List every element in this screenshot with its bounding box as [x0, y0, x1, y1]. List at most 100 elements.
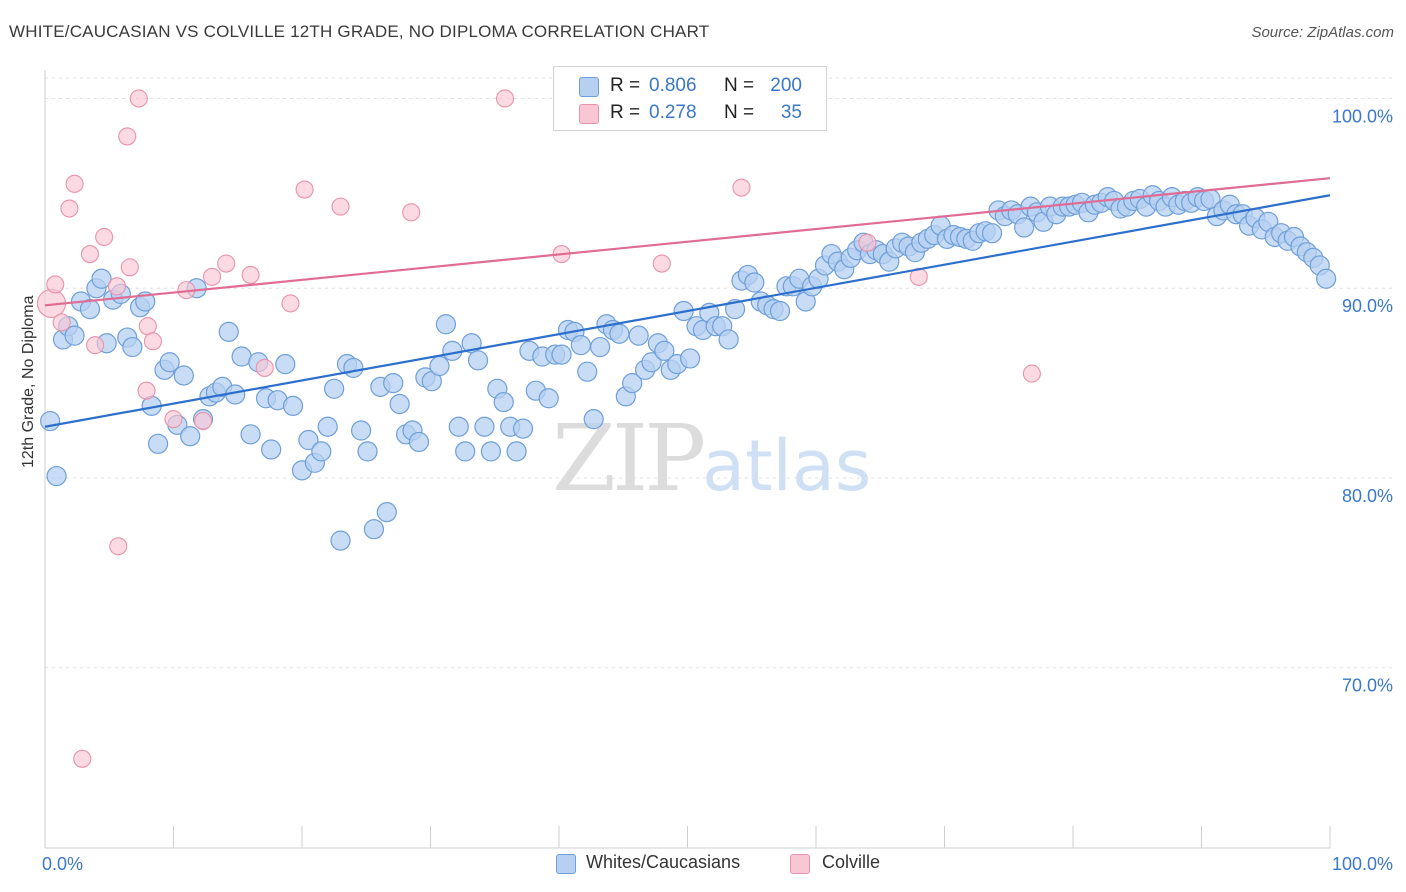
point-colville	[109, 537, 128, 556]
y-tick-label: 70.0%	[1342, 676, 1393, 696]
bottom-legend-label: Whites/Caucasians	[586, 852, 741, 872]
tick-labels: 70.0% 80.0% 90.0% 100.0% 0.0% 100.0%	[42, 106, 1393, 874]
point-colville	[495, 89, 515, 108]
point-colville	[137, 381, 156, 400]
point-colville	[138, 317, 157, 336]
point-colville	[295, 180, 314, 199]
bottom-legend-label: Colville	[822, 852, 881, 872]
point-whites	[324, 378, 345, 399]
point-colville	[86, 336, 105, 355]
point-whites	[343, 357, 364, 379]
point-colville	[46, 275, 65, 294]
y-tick-label: 90.0%	[1342, 296, 1393, 316]
point-whites	[583, 409, 604, 430]
point-whites	[628, 325, 649, 346]
watermark-zip: ZIP	[552, 405, 706, 512]
legend-r-value: 0.278	[649, 102, 697, 123]
point-whites	[240, 424, 261, 445]
point-colville	[52, 313, 71, 332]
point-whites	[351, 420, 372, 441]
point-whites	[330, 530, 351, 551]
point-colville	[194, 411, 213, 431]
point-whites	[981, 223, 1003, 244]
point-colville	[255, 358, 274, 377]
point-whites	[480, 441, 501, 462]
point-whites	[408, 431, 430, 453]
point-colville	[73, 749, 92, 768]
point-whites	[261, 439, 282, 460]
point-whites	[383, 372, 404, 394]
point-colville	[107, 277, 127, 296]
point-colville	[60, 199, 79, 218]
point-colville	[143, 332, 162, 351]
trend-lines	[44, 177, 1331, 428]
point-whites	[231, 346, 252, 367]
y-axis-label: 12th Grade, No Diploma	[20, 295, 37, 468]
chart-title: WHITE/CAUCASIAN VS COLVILLE 12TH GRADE, …	[9, 22, 710, 41]
point-colville	[732, 178, 751, 197]
point-colville	[331, 197, 350, 216]
point-whites	[679, 348, 701, 369]
point-whites	[357, 441, 378, 462]
point-colville	[281, 294, 300, 313]
y-tick-label: 100.0%	[1332, 106, 1393, 126]
point-whites	[641, 352, 662, 373]
point-whites	[173, 365, 194, 386]
point-whites	[744, 272, 765, 293]
point-whites	[159, 352, 180, 373]
point-colville	[858, 233, 877, 252]
point-whites	[1316, 268, 1337, 289]
point-whites	[147, 433, 169, 454]
point-whites	[455, 441, 476, 462]
point-whites	[91, 268, 112, 289]
point-whites	[538, 388, 559, 409]
legend-r-value: 0.806	[649, 75, 697, 96]
point-whites	[718, 329, 739, 350]
point-whites	[79, 298, 101, 320]
point-colville	[120, 258, 139, 277]
gridlines	[45, 77, 1392, 669]
point-whites	[40, 410, 61, 432]
legend-n-label: N =	[724, 75, 755, 96]
point-whites	[282, 395, 304, 416]
point-whites	[64, 325, 85, 346]
point-whites	[609, 323, 630, 344]
watermark-atlas: atlas	[702, 425, 872, 507]
point-colville	[652, 254, 671, 273]
point-whites	[298, 429, 319, 451]
point-whites	[363, 519, 385, 540]
x-tick-label: 0.0%	[42, 854, 83, 874]
point-whites	[506, 441, 527, 462]
y-tick-label: 80.0%	[1342, 486, 1393, 506]
point-whites	[493, 391, 514, 413]
watermark: ZIPatlas	[552, 405, 871, 512]
point-whites	[474, 416, 495, 437]
correlation-legend: R = 0.806 N = 200 R = 0.278 N = 35	[553, 66, 827, 131]
series-whites-caucasians	[40, 185, 1337, 551]
point-whites	[317, 416, 338, 437]
point-whites	[442, 340, 463, 361]
point-whites	[376, 502, 397, 523]
point-whites	[389, 393, 410, 415]
legend-n-label: N =	[724, 102, 755, 123]
axes	[44, 70, 1331, 849]
point-colville	[1022, 364, 1041, 383]
point-whites	[311, 441, 332, 462]
point-colville	[95, 227, 114, 247]
point-colville	[203, 267, 222, 286]
point-whites	[512, 418, 534, 439]
point-whites	[218, 321, 239, 342]
point-whites	[622, 372, 643, 394]
series-colville	[36, 89, 1041, 768]
point-whites	[448, 416, 469, 437]
point-whites	[467, 350, 489, 371]
legend-swatch-blue	[579, 77, 599, 97]
legend-n-value: 200	[770, 75, 802, 96]
point-whites	[275, 354, 296, 375]
trend-line-colville	[44, 177, 1331, 307]
point-whites	[122, 336, 143, 358]
point-colville	[118, 127, 137, 146]
legend-n-value: 35	[780, 102, 802, 123]
x-tick-label: 100.0%	[1332, 854, 1393, 874]
